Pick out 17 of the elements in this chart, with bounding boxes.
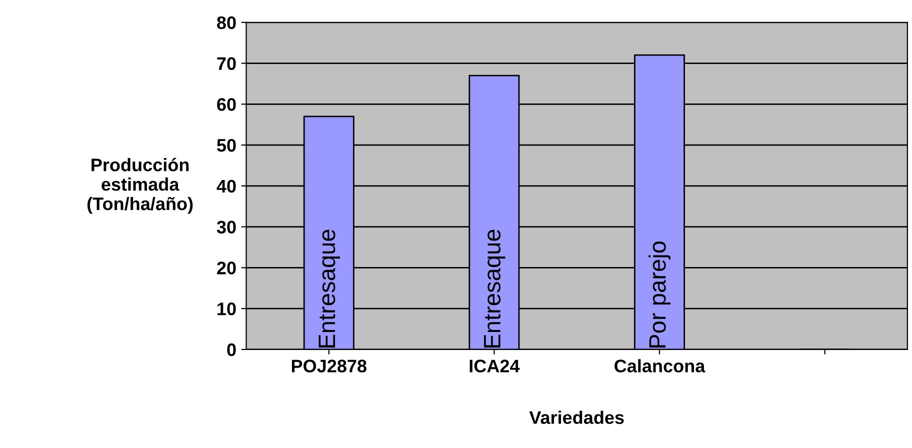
- data-label: Entresaque: [318, 230, 340, 348]
- data-label: Por parejo: [648, 241, 670, 348]
- x-tick-label: POJ2878: [292, 360, 366, 372]
- y-tick-label: 40: [216, 180, 236, 193]
- y-tick-label: 70: [217, 57, 236, 70]
- y-tick-label: 80: [217, 16, 236, 30]
- y-tick-label: 0: [227, 343, 236, 356]
- y-tick-label: 20: [217, 262, 236, 274]
- y-tick-label: 10: [218, 302, 236, 316]
- y-tick-label: 30: [216, 220, 236, 234]
- data-label: Entresaque: [484, 230, 506, 348]
- x-tick-label: Calancona: [614, 359, 706, 372]
- y-tick-label: 50: [216, 138, 236, 152]
- x-tick-label: ICA24: [470, 360, 520, 372]
- x-axis-title: Variedades: [529, 410, 624, 424]
- y-axis-title: Producción estimada (Ton/ha/año): [87, 158, 193, 214]
- y-tick-label: 60: [217, 98, 236, 111]
